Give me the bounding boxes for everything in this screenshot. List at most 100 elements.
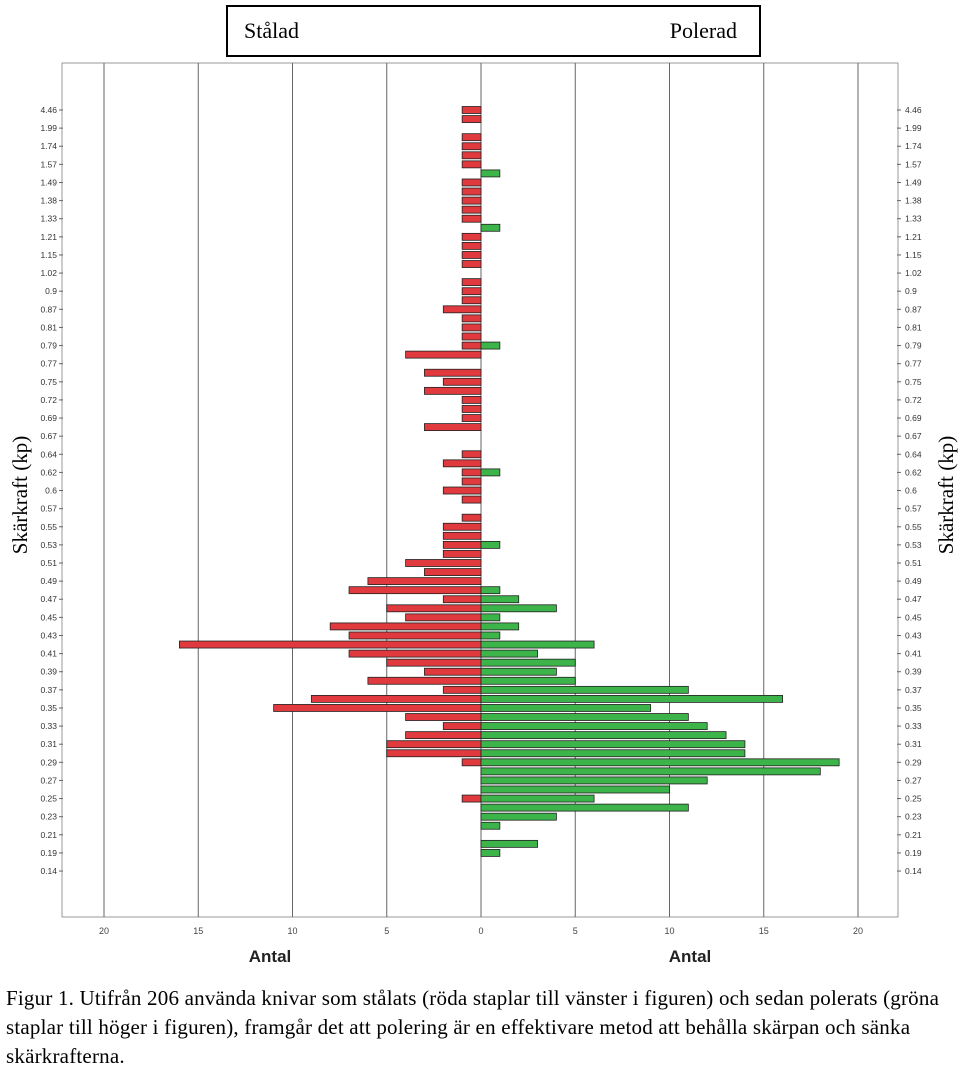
y-tick-label-right: 0.39 — [905, 667, 922, 677]
bar — [424, 386, 482, 395]
y-tick-label: 0.41 — [40, 649, 57, 659]
y-tick-label-right: 0.47 — [905, 594, 922, 604]
y-tick-label: 0.67 — [40, 431, 57, 441]
y-tick-label-right: 0.25 — [905, 794, 922, 804]
bar — [386, 658, 482, 667]
bar — [480, 794, 595, 803]
bar — [329, 622, 482, 631]
y-tick-label-right: 0.33 — [905, 721, 922, 731]
bar — [424, 568, 482, 576]
y-tick-label: 0.45 — [40, 612, 57, 622]
chart: Stålad Polerad Skärkraft (kp) Skärkraft … — [8, 5, 958, 966]
bar — [442, 486, 482, 495]
bar — [367, 676, 482, 685]
y-tick-label-right: 1.49 — [905, 177, 922, 187]
bar — [461, 414, 482, 422]
y-tick-label-right: 0.43 — [905, 630, 922, 640]
y-tick-label: 1.02 — [40, 268, 57, 278]
y-tick-label-right: 0.87 — [905, 304, 922, 314]
bar — [424, 368, 482, 377]
bar — [480, 785, 670, 794]
bar — [461, 178, 482, 187]
bar — [461, 142, 482, 151]
y-tick-label: 0.87 — [40, 304, 57, 314]
bar — [480, 722, 708, 730]
y-tick-label: 0.35 — [40, 703, 57, 713]
y-tick-label: 0.57 — [40, 504, 57, 514]
y-tick-label-right: 0.45 — [905, 612, 922, 622]
bar — [442, 722, 482, 730]
bar — [461, 205, 482, 214]
bar — [480, 658, 576, 667]
bar — [461, 396, 482, 404]
bar — [461, 332, 482, 341]
y-tick-label-right: 1.15 — [905, 250, 922, 260]
bar — [442, 595, 482, 604]
bar — [461, 287, 482, 296]
y-tick-label: 1.33 — [40, 214, 57, 224]
bar — [461, 495, 482, 504]
y-tick-label: 1.49 — [40, 177, 57, 187]
bar — [461, 133, 482, 142]
bar — [442, 531, 482, 540]
y-tick-label-right: 1.57 — [905, 159, 922, 169]
x-axis-label: Antal — [249, 947, 292, 966]
bar — [480, 540, 501, 549]
y-tick-label: 0.27 — [40, 775, 57, 785]
bar — [348, 586, 482, 595]
y-tick-label: 0.55 — [40, 522, 57, 532]
y-tick-label: 0.69 — [40, 413, 57, 423]
bar — [480, 685, 689, 694]
bar — [367, 577, 482, 586]
x-tick-label: 15 — [759, 926, 769, 936]
y-tick-label: 0.39 — [40, 667, 57, 677]
bar — [480, 604, 557, 613]
y-tick-label-right: 0.31 — [905, 739, 922, 749]
y-tick-label: 0.31 — [40, 739, 57, 749]
bar — [386, 740, 482, 749]
y-tick-label: 0.49 — [40, 576, 57, 586]
x-tick-label: 5 — [573, 926, 578, 936]
y-tick-label-right: 0.62 — [905, 467, 922, 477]
bar — [461, 187, 482, 196]
y-tick-label: 0.6 — [45, 486, 57, 496]
y-tick-label-right: 0.72 — [905, 395, 922, 405]
y-tick-label: 0.75 — [40, 377, 57, 387]
y-tick-label-right: 0.69 — [905, 413, 922, 423]
bar — [480, 631, 501, 640]
y-tick-label: 0.72 — [40, 395, 57, 405]
y-tick-label: 1.21 — [40, 232, 57, 242]
bar — [461, 151, 482, 160]
right-series-label: Polerad — [670, 18, 737, 43]
bar — [461, 323, 482, 332]
bar — [405, 350, 482, 359]
y-tick-label: 4.46 — [40, 105, 57, 115]
bar — [480, 667, 557, 676]
y-tick-label: 0.62 — [40, 467, 57, 477]
bar — [480, 622, 520, 631]
bar — [480, 749, 746, 758]
bar — [480, 341, 501, 350]
y-tick-label-right: 0.51 — [905, 558, 922, 568]
bar — [480, 595, 520, 604]
y-tick-label-right: 0.19 — [905, 848, 922, 858]
bar — [405, 713, 482, 721]
bar — [461, 296, 482, 305]
y-tick-label: 0.9 — [45, 286, 57, 296]
bar — [424, 423, 482, 432]
x-tick-label: 10 — [287, 926, 297, 936]
bar — [480, 169, 501, 178]
y-tick-label-right: 0.64 — [905, 449, 922, 459]
bar — [480, 776, 708, 785]
y-tick-label: 0.25 — [40, 794, 57, 804]
y-tick-label: 0.14 — [40, 866, 57, 876]
y-tick-label-right: 0.49 — [905, 576, 922, 586]
y-tick-label: 1.15 — [40, 250, 57, 260]
bar — [480, 468, 501, 477]
y-tick-label: 0.33 — [40, 721, 57, 731]
y-tick-label-right: 0.9 — [905, 286, 917, 296]
bar — [442, 522, 482, 531]
x-tick-label: 20 — [853, 926, 863, 936]
bar — [424, 667, 482, 676]
y-tick-label-right: 0.27 — [905, 775, 922, 785]
